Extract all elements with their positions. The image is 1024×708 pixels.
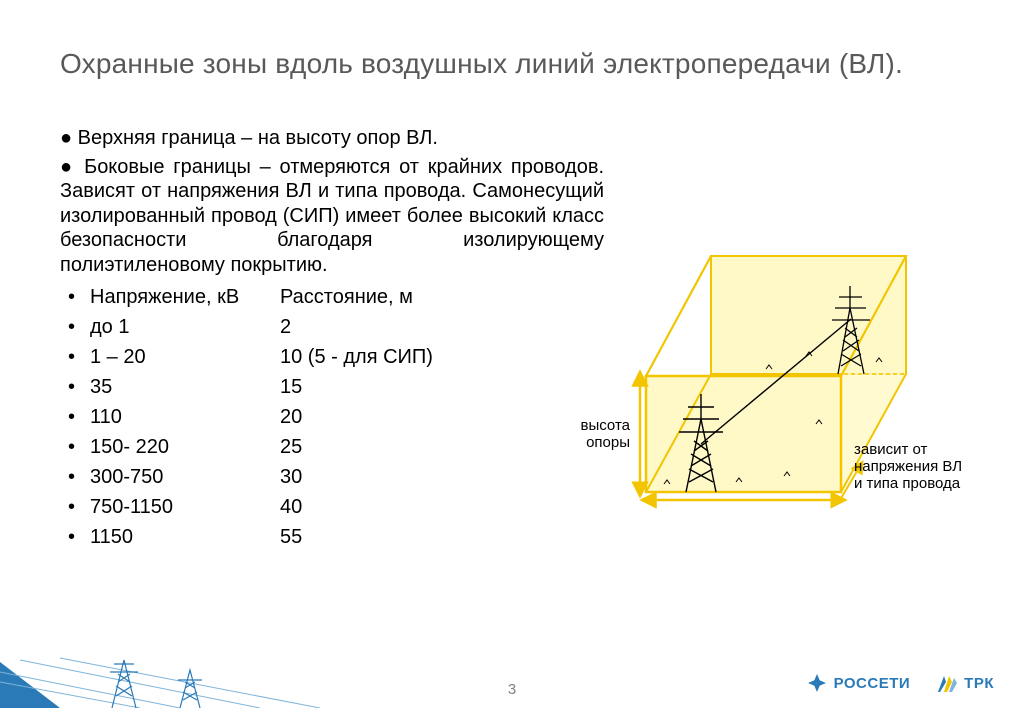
voltage-distance-list: Напряжение, кВ Расстояние, м до 1 2 1 – … bbox=[60, 282, 604, 552]
list-row: 1 – 2010 (5 - для СИП) bbox=[60, 342, 604, 372]
logo-rosseti: РОССЕТИ bbox=[806, 672, 911, 694]
footer: 3 РОССЕТИ bbox=[0, 652, 1024, 708]
header-distance: Расстояние, м bbox=[280, 282, 413, 312]
list-row: 3515 bbox=[60, 372, 604, 402]
protection-zone-diagram: высотаопоры зависит отнапряжения ВЛи тип… bbox=[616, 244, 964, 544]
label-depends: зависит отнапряжения ВЛи типа провода bbox=[854, 441, 962, 492]
trk-icon bbox=[934, 672, 958, 694]
list-row: 11020 bbox=[60, 402, 604, 432]
list-header: Напряжение, кВ Расстояние, м bbox=[60, 282, 604, 312]
diagram-column: высотаопоры зависит отнапряжения ВЛи тип… bbox=[616, 126, 964, 552]
list-row: до 1 2 bbox=[60, 312, 604, 342]
footer-logos: РОССЕТИ ТРК bbox=[806, 672, 994, 694]
list-row: 150- 22025 bbox=[60, 432, 604, 462]
paragraph-2: Боковые границы – отмеряются от крайних … bbox=[60, 155, 604, 278]
logo-trk: ТРК bbox=[934, 672, 994, 694]
rosseti-icon bbox=[806, 672, 828, 694]
header-voltage: Напряжение, кВ bbox=[90, 282, 280, 312]
trk-label: ТРК bbox=[964, 675, 994, 692]
slide-title: Охранные зоны вдоль воздушных линий элек… bbox=[60, 48, 964, 80]
content-column: Верхняя граница – на высоту опор ВЛ. Бок… bbox=[60, 126, 604, 552]
list-row: 300-75030 bbox=[60, 462, 604, 492]
rosseti-label: РОССЕТИ bbox=[834, 675, 911, 692]
footer-decoration bbox=[0, 652, 340, 708]
paragraph-1: Верхняя граница – на высоту опор ВЛ. bbox=[60, 126, 604, 151]
list-row: 115055 bbox=[60, 522, 604, 552]
list-row: 750-115040 bbox=[60, 492, 604, 522]
